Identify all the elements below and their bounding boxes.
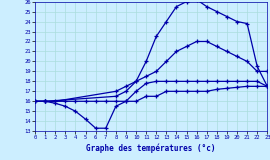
X-axis label: Graphe des températures (°c): Graphe des températures (°c): [86, 143, 216, 153]
